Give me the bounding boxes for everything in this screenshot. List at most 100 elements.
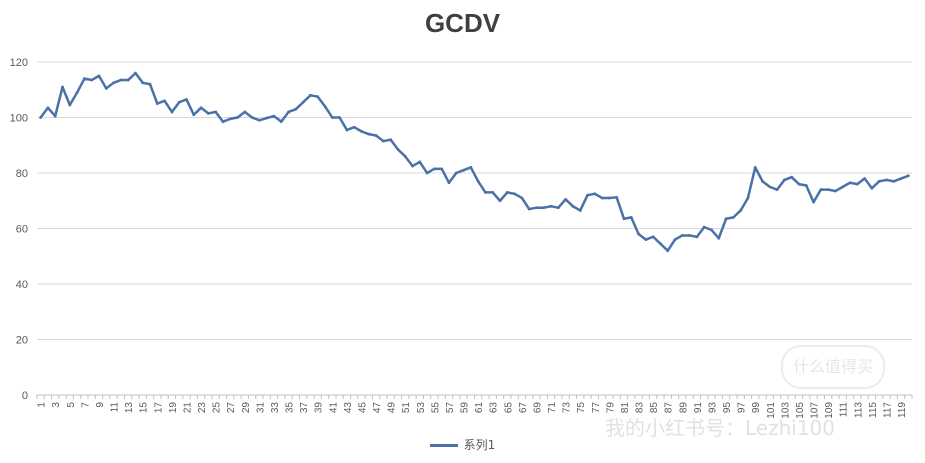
watermark-logo: 什么值得买 bbox=[781, 345, 885, 389]
x-tick-label: 101 bbox=[766, 402, 777, 419]
x-tick-label: 23 bbox=[197, 402, 208, 414]
data-point bbox=[403, 154, 407, 158]
x-tick-label: 13 bbox=[124, 402, 135, 414]
data-point bbox=[527, 207, 531, 211]
data-point bbox=[206, 111, 210, 115]
data-point bbox=[702, 225, 706, 229]
data-point bbox=[571, 204, 575, 208]
data-point bbox=[753, 166, 757, 169]
data-point bbox=[644, 238, 648, 242]
data-point bbox=[520, 196, 524, 200]
x-tick-label: 33 bbox=[270, 402, 281, 414]
x-tick-label: 5 bbox=[66, 402, 77, 408]
x-tick-label: 7 bbox=[80, 402, 91, 408]
x-tick-label: 81 bbox=[620, 402, 631, 414]
y-tick-label: 60 bbox=[16, 224, 28, 236]
x-tick-label: 57 bbox=[445, 402, 456, 414]
x-tick-label: 119 bbox=[897, 402, 908, 418]
x-tick-label: 107 bbox=[810, 402, 821, 419]
data-point bbox=[316, 95, 320, 99]
data-point bbox=[841, 185, 845, 189]
data-point bbox=[906, 174, 910, 178]
data-point bbox=[90, 78, 94, 82]
data-point bbox=[819, 188, 823, 192]
x-tick-label: 15 bbox=[139, 402, 150, 414]
x-tick-label: 95 bbox=[722, 402, 733, 414]
x-tick-label: 99 bbox=[751, 402, 762, 414]
data-point bbox=[381, 139, 385, 143]
x-tick-label: 105 bbox=[795, 402, 806, 419]
x-tick-label: 71 bbox=[547, 402, 558, 414]
x-tick-label: 89 bbox=[678, 402, 689, 414]
x-tick-label: 75 bbox=[576, 402, 587, 414]
data-point bbox=[46, 106, 50, 110]
data-point bbox=[695, 235, 699, 239]
data-point bbox=[542, 206, 546, 210]
data-point bbox=[578, 209, 582, 212]
data-point bbox=[119, 78, 123, 82]
x-tick-label: 19 bbox=[168, 402, 179, 414]
data-point bbox=[600, 196, 604, 200]
x-tick-label: 1 bbox=[37, 402, 48, 408]
data-point bbox=[484, 191, 487, 194]
x-tick-label: 39 bbox=[314, 402, 325, 414]
x-tick-label: 51 bbox=[401, 402, 412, 414]
x-tick-label: 63 bbox=[489, 402, 500, 414]
x-tick-label: 77 bbox=[591, 402, 602, 414]
data-point bbox=[418, 160, 422, 164]
x-tick-label: 9 bbox=[95, 402, 106, 408]
data-point bbox=[870, 186, 874, 190]
data-point bbox=[855, 182, 859, 186]
data-point bbox=[228, 117, 232, 121]
x-tick-label: 85 bbox=[649, 402, 660, 414]
data-point bbox=[513, 192, 517, 196]
data-point bbox=[75, 91, 79, 94]
legend: 系列1 bbox=[0, 436, 925, 453]
data-point bbox=[680, 234, 684, 237]
series-line bbox=[39, 71, 910, 252]
data-point bbox=[834, 189, 837, 193]
chart-title: GCDV bbox=[424, 8, 501, 38]
data-point bbox=[199, 106, 203, 110]
data-point bbox=[564, 197, 568, 201]
x-axis-tick-labels: 1 3 5 7 9 11 13 15 17 19 21 23 25 27 29 31 33 35 37 39 41 43 4… bbox=[37, 402, 908, 419]
data-point bbox=[134, 71, 137, 75]
data-point bbox=[761, 179, 764, 183]
data-point bbox=[848, 181, 852, 185]
x-tick-label: 35 bbox=[285, 402, 296, 414]
watermark-text: 我的小红书号：Lezhi100 bbox=[605, 416, 835, 440]
data-point bbox=[586, 193, 589, 197]
y-tick-label: 120 bbox=[10, 57, 28, 69]
data-point bbox=[797, 182, 801, 186]
data-point bbox=[396, 148, 400, 151]
data-point bbox=[892, 179, 896, 183]
data-point bbox=[185, 98, 188, 101]
x-tick-label: 53 bbox=[416, 402, 427, 414]
data-point bbox=[360, 129, 363, 133]
x-tick-label: 113 bbox=[853, 402, 864, 418]
x-tick-label: 109 bbox=[824, 402, 835, 419]
data-point bbox=[214, 110, 218, 114]
x-tick-label: 25 bbox=[212, 402, 223, 414]
data-point bbox=[731, 216, 735, 219]
x-tick-label: 47 bbox=[372, 402, 383, 414]
x-tick-label: 65 bbox=[503, 402, 514, 414]
data-point bbox=[367, 132, 371, 136]
legend-label: 系列1 bbox=[463, 438, 496, 452]
data-point bbox=[323, 105, 327, 108]
data-point bbox=[374, 134, 378, 137]
data-point bbox=[265, 116, 269, 120]
x-tick-label: 73 bbox=[562, 402, 573, 414]
data-point bbox=[425, 171, 429, 175]
data-point bbox=[411, 164, 414, 168]
data-point bbox=[899, 177, 903, 180]
data-point bbox=[688, 234, 692, 237]
data-point bbox=[272, 114, 276, 118]
data-point bbox=[447, 181, 451, 185]
data-point bbox=[39, 116, 43, 119]
x-tick-label: 27 bbox=[226, 402, 237, 414]
x-tick-label: 59 bbox=[460, 402, 471, 414]
x-tick-label: 3 bbox=[51, 402, 62, 408]
data-point bbox=[637, 232, 640, 236]
